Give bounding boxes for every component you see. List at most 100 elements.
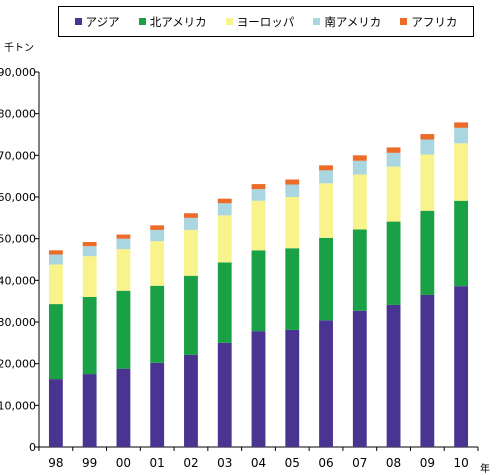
legend-label-asia: アジア xyxy=(85,14,120,29)
bar-segment xyxy=(48,254,63,265)
legend-item-north-america: 北アメリカ xyxy=(138,14,207,30)
legend-swatch-europe xyxy=(225,18,233,25)
bar-segment xyxy=(184,354,198,447)
bar-segment xyxy=(420,154,435,211)
legend-label-north-america: 北アメリカ xyxy=(149,14,207,29)
y-tick-label: 20,000 xyxy=(0,358,36,371)
x-tick-label: 09 xyxy=(420,456,435,470)
bar-segment xyxy=(386,304,401,447)
legend-swatch-africa xyxy=(400,18,408,25)
bar-segment xyxy=(319,165,333,171)
y-tick-label: 0 xyxy=(29,441,36,454)
bar-segment xyxy=(285,184,300,197)
bar-segment xyxy=(454,286,469,447)
bar-segment xyxy=(184,213,198,218)
bar-segment xyxy=(116,238,131,250)
legend-item-europe: ヨーロッパ xyxy=(225,14,295,30)
y-tick-label: 40,000 xyxy=(0,274,36,287)
bar-segment xyxy=(217,262,232,343)
x-tick-label: 98 xyxy=(48,456,63,470)
x-tick-label: 00 xyxy=(116,456,131,470)
bar-segment xyxy=(82,297,97,375)
bar-segment xyxy=(420,134,435,140)
x-tick-label: 08 xyxy=(386,456,401,470)
bar-segment xyxy=(82,374,97,447)
bar-segment xyxy=(150,285,165,363)
bar-segment xyxy=(116,234,131,239)
bar-segment xyxy=(352,310,367,447)
bar-segment xyxy=(251,184,266,190)
bar-segment xyxy=(48,264,63,305)
bar-segment xyxy=(319,170,333,184)
x-tick-label: 04 xyxy=(251,456,266,470)
x-tick-label: 99 xyxy=(82,456,97,470)
x-tick-label: 10 xyxy=(453,456,468,470)
bar-segment xyxy=(251,189,266,201)
bar-segment xyxy=(386,152,401,167)
bar-segment xyxy=(352,160,367,175)
bar-segment xyxy=(352,229,367,311)
bar-segment xyxy=(386,166,401,222)
bar-segment xyxy=(150,229,165,242)
bar-segment xyxy=(82,242,97,247)
bar-segment xyxy=(454,200,469,287)
bar-segment xyxy=(454,143,469,201)
legend-swatch-south-america xyxy=(313,18,321,25)
legend-label-africa: アフリカ xyxy=(411,14,458,29)
bar-segment xyxy=(116,368,131,447)
legend-swatch-asia xyxy=(74,18,82,25)
y-unit-label: 千トン xyxy=(4,43,34,54)
x-tick-label: 01 xyxy=(150,456,165,470)
legend-swatch-north-america xyxy=(138,18,146,25)
legend-label-europe: ヨーロッパ xyxy=(236,14,295,29)
bar-segment xyxy=(454,127,469,144)
bar-segment xyxy=(217,203,232,216)
y-tick-label: 70,000 xyxy=(0,149,36,162)
bar-segment xyxy=(420,139,435,155)
bar-segment xyxy=(420,294,435,447)
x-tick-label: 06 xyxy=(318,456,333,470)
bar-segment xyxy=(217,198,232,204)
bar-segment xyxy=(285,248,300,330)
bar-segment xyxy=(420,210,435,295)
bar-segment xyxy=(150,241,165,286)
y-tick-label: 90,000 xyxy=(0,66,36,79)
y-tick-label: 60,000 xyxy=(0,191,36,204)
x-tick-label: 07 xyxy=(352,456,367,470)
bar-segment xyxy=(319,237,333,321)
y-tick-label: 80,000 xyxy=(0,108,36,121)
bar-segment xyxy=(352,174,367,230)
x-tick-label: 02 xyxy=(183,456,198,470)
bar-segment xyxy=(454,122,469,128)
bar-segment xyxy=(352,155,367,161)
legend-item-asia: アジア xyxy=(74,14,120,30)
bar-segment xyxy=(82,256,97,297)
x-unit-label: 年 xyxy=(480,464,490,475)
bar-segment xyxy=(184,275,198,355)
y-tick-label: 50,000 xyxy=(0,233,36,246)
x-tick-label: 03 xyxy=(217,456,232,470)
bar-segment xyxy=(251,200,266,251)
bar-segment xyxy=(48,250,63,255)
bar-segment xyxy=(116,290,131,369)
y-tick-label: 10,000 xyxy=(0,399,36,412)
bar-segment xyxy=(150,362,165,447)
legend-item-africa: アフリカ xyxy=(400,14,457,30)
y-tick-label: 30,000 xyxy=(0,316,36,329)
bar-segment xyxy=(217,215,232,263)
bar-segment xyxy=(48,304,63,380)
x-tick-label: 05 xyxy=(285,456,300,470)
bar-segment xyxy=(386,221,401,305)
bar-segment xyxy=(386,147,401,153)
bar-segment xyxy=(285,179,300,185)
bar-segment xyxy=(116,249,131,291)
bar-segment xyxy=(285,197,300,249)
legend: アジア 北アメリカ ヨーロッパ 南アメリカ アフリカ xyxy=(58,6,474,37)
bar-segment xyxy=(48,379,63,447)
bar-segment xyxy=(319,183,333,238)
bar-segment xyxy=(82,246,97,257)
legend-item-south-america: 南アメリカ xyxy=(313,14,381,30)
bar-segment xyxy=(319,320,333,447)
